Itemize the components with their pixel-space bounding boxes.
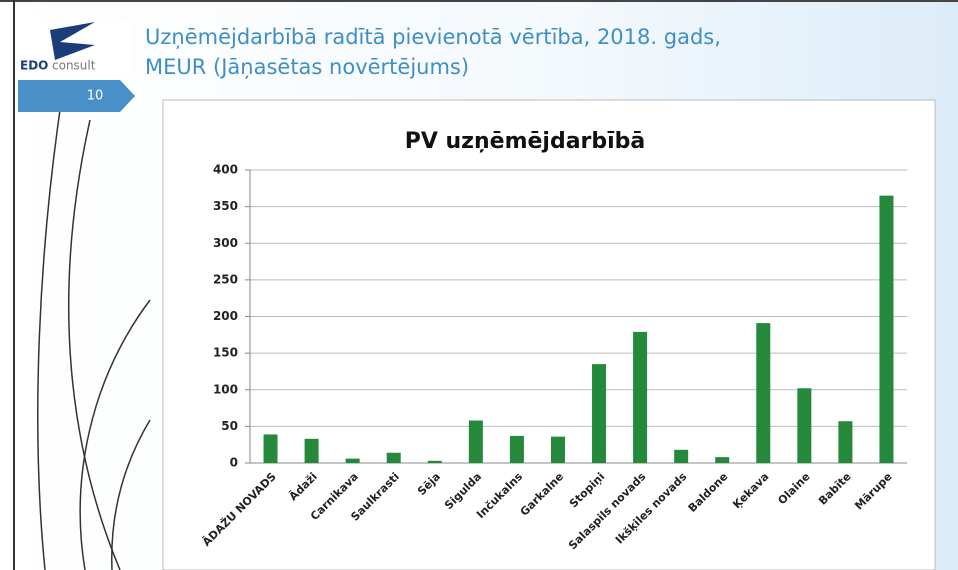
bar	[715, 457, 730, 463]
y-tick-label: 50	[221, 419, 238, 433]
bar	[838, 421, 853, 463]
y-tick-label: 0	[230, 456, 238, 470]
bar	[879, 195, 894, 463]
y-tick-label: 350	[213, 199, 238, 213]
bar	[756, 323, 771, 463]
bar	[592, 364, 607, 463]
bar	[509, 435, 524, 463]
chart-title: PV uzņēmējdarbībā	[405, 129, 646, 154]
logo-text: EDO	[20, 59, 48, 73]
bar	[633, 331, 648, 463]
chart-panel	[162, 99, 936, 570]
number-tab	[18, 80, 135, 112]
y-tick-label: 250	[213, 272, 238, 286]
bar	[468, 420, 483, 463]
slide-title: Uzņēmējdarbībā radītā pievienotā vērtība…	[145, 25, 721, 49]
slide-number: 10	[87, 89, 104, 104]
y-tick-label: 300	[213, 236, 238, 250]
bar	[386, 452, 401, 463]
bar	[674, 449, 689, 463]
bar	[427, 460, 442, 463]
slide-title: MEUR (Jāņasētas novērtējums)	[145, 55, 469, 79]
logo-mark	[50, 22, 95, 60]
bar	[304, 438, 319, 463]
bar	[797, 388, 812, 463]
y-tick-label: 150	[213, 346, 238, 360]
logo-text: consult	[52, 59, 96, 73]
y-tick-label: 200	[213, 309, 238, 323]
bar	[550, 436, 565, 463]
y-tick-label: 100	[213, 382, 238, 396]
bar	[345, 458, 360, 463]
bar	[263, 434, 278, 463]
decor-curves	[37, 109, 151, 570]
y-tick-label: 400	[213, 163, 238, 177]
